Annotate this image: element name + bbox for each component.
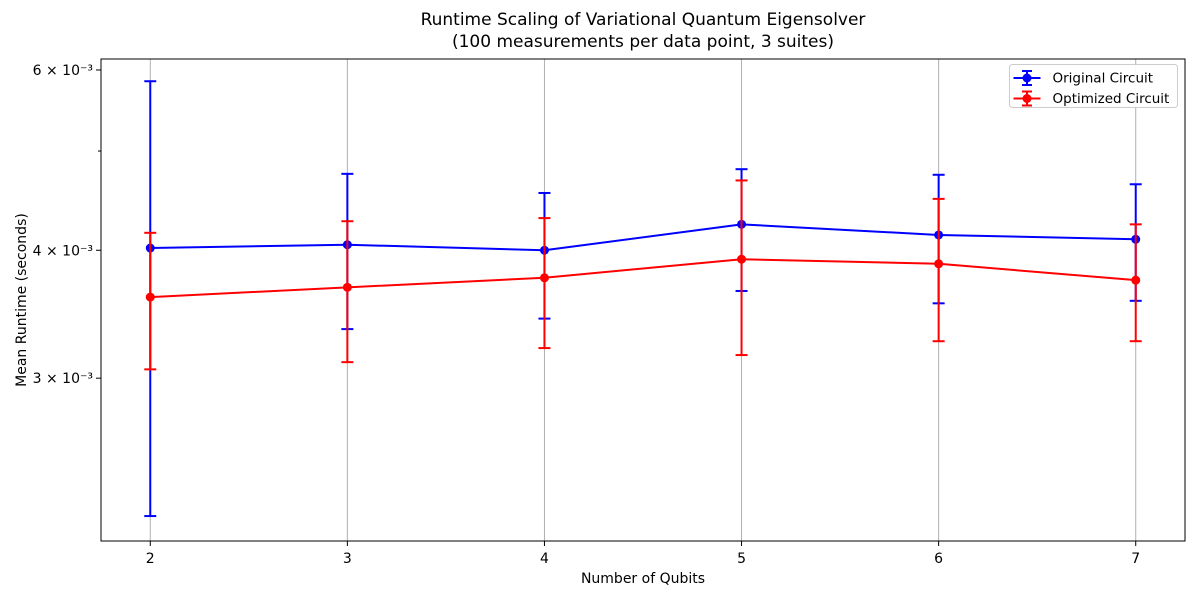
x-tick-label: 6: [934, 551, 943, 567]
data-point: [145, 292, 155, 302]
data-line-optimized-circuit: [150, 258, 1136, 299]
data-line-original-circuit: [150, 223, 1136, 252]
legend-marker-icon: [1022, 94, 1032, 103]
y-tick-label: 3 × 10⁻³: [33, 371, 93, 387]
data-point: [342, 282, 352, 292]
series-original-circuit: [144, 80, 1142, 518]
legend-label: Original Circuit: [1053, 71, 1154, 87]
y-axis-label: Mean Runtime (seconds): [14, 213, 30, 387]
x-tick-label: 3: [343, 551, 352, 567]
chart-title: Runtime Scaling of Variational Quantum E…: [101, 9, 1185, 53]
legend-entry-original-circuit: Original Circuit: [1013, 70, 1154, 87]
x-tick-label: 4: [540, 551, 549, 567]
y-tick-label: 6 × 10⁻³: [33, 63, 93, 79]
legend-box: [1009, 64, 1178, 108]
plot-frame: [100, 58, 1186, 542]
x-tick-label: 2: [146, 551, 155, 567]
legend-entry-optimized-circuit: Optimized Circuit: [1013, 90, 1170, 107]
y-tick-label: 4 × 10⁻³: [33, 243, 93, 259]
x-tick-label: 5: [737, 551, 746, 567]
data-point: [737, 254, 747, 264]
legend-marker-icon: [1022, 73, 1032, 83]
x-axis-label: Number of Qubits: [580, 571, 706, 587]
x-tick-label: 7: [1131, 551, 1140, 567]
series-optimized-circuit: [144, 179, 1142, 371]
data-point: [934, 259, 944, 269]
data-point: [1131, 275, 1141, 285]
chart-title-line1: Runtime Scaling of Variational Quantum E…: [420, 10, 866, 30]
chart-title-line2: (100 measurements per data point, 3 suit…: [451, 32, 835, 52]
legend: Original Circuit Optimized Circuit: [1009, 64, 1178, 108]
legend-label: Optimized Circuit: [1053, 91, 1170, 107]
data-point: [539, 273, 549, 283]
